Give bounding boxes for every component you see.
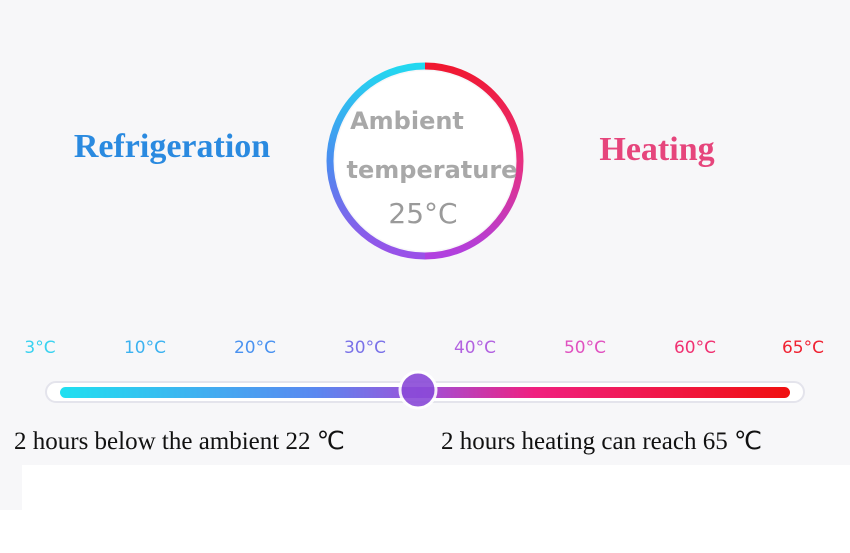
scale-label: 10°C <box>124 338 166 358</box>
slider-knob <box>398 370 438 410</box>
right-label: Heating <box>599 131 714 168</box>
dial-cool-arc <box>326 62 426 260</box>
caption-left: 2 hours below the ambient 22 ℃ <box>14 428 345 455</box>
scale-label: 40°C <box>454 338 496 358</box>
scale-label: 60°C <box>674 338 716 358</box>
left-label: Refrigeration <box>74 128 270 165</box>
scale-label: 20°C <box>234 338 276 358</box>
scale-labels: 3°C 10°C 20°C 30°C 40°C 50°C 60°C 65°C <box>24 338 824 358</box>
dial-line2: temperature <box>347 156 518 184</box>
dial-line1: Ambient <box>350 107 464 135</box>
dial-face <box>335 71 515 251</box>
dial-reading: 25°C <box>388 197 457 230</box>
scale-label: 3°C <box>24 338 55 358</box>
bottom-panel <box>22 465 850 553</box>
caption-right: 2 hours heating can reach 65 ℃ <box>441 428 762 455</box>
scale-label: 65°C <box>782 338 824 358</box>
scale-label: 30°C <box>344 338 386 358</box>
dial-heat-arc <box>424 62 524 260</box>
scale-label: 50°C <box>564 338 606 358</box>
